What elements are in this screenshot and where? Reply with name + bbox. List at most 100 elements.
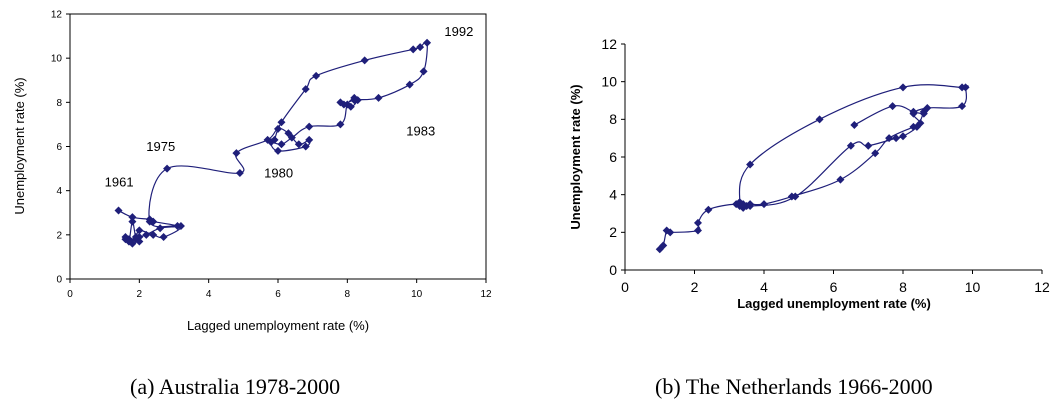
series-line-b — [659, 84, 969, 250]
data-point — [274, 124, 282, 133]
data-point — [145, 217, 154, 226]
y-tick-label: 2 — [56, 230, 62, 241]
y-tick-label: 6 — [56, 142, 62, 153]
year-annotation: 1980 — [264, 165, 293, 180]
y-tick-label: 2 — [609, 224, 617, 240]
y-tick-label: 0 — [56, 275, 62, 286]
year-annotation: 1983 — [406, 123, 435, 138]
data-point — [409, 45, 418, 54]
y-tick-label: 12 — [51, 10, 63, 21]
x-tick-label: 8 — [345, 289, 351, 300]
data-point — [301, 142, 310, 151]
data-point — [815, 115, 824, 124]
data-point — [360, 56, 369, 65]
y-ticks-b: 0 2 4 6 8 10 12 — [601, 36, 625, 278]
data-point — [374, 93, 383, 102]
caption-b: (b) The Netherlands 1966-2000 — [655, 374, 933, 399]
x-tick-label: 4 — [206, 289, 212, 300]
data-point — [301, 85, 310, 94]
data-point — [128, 217, 137, 226]
data-point — [912, 122, 921, 131]
data-point — [704, 205, 713, 214]
data-point — [336, 120, 345, 129]
x-tick-label: 2 — [137, 289, 143, 300]
data-point — [746, 160, 755, 169]
data-point — [159, 233, 168, 242]
y-ticks-a: 0 2 4 6 8 10 12 — [51, 10, 70, 286]
data-point — [850, 120, 859, 129]
x-tick-label: 6 — [275, 289, 281, 300]
data-point — [892, 134, 901, 143]
x-tick-label: 10 — [411, 289, 423, 300]
x-tick-label: 2 — [691, 279, 699, 295]
data-point — [274, 146, 282, 155]
y-tick-label: 0 — [609, 262, 617, 278]
y-tick-label: 8 — [56, 98, 62, 109]
year-annotation: 1992 — [444, 24, 473, 39]
y-tick-label: 12 — [601, 36, 617, 52]
data-point — [176, 222, 185, 230]
y-tick-label: 10 — [51, 54, 63, 65]
x-tick-label: 8 — [899, 279, 907, 295]
data-point — [662, 226, 671, 235]
y-tick-label: 6 — [609, 149, 617, 165]
data-point — [135, 226, 144, 235]
x-axis-label-a: Lagged unemployment rate (%) — [187, 318, 369, 333]
data-point — [416, 43, 425, 52]
x-ticks-a: 0 2 4 6 8 10 12 — [67, 279, 492, 300]
x-ticks-b: 0 2 4 6 8 10 12 — [621, 270, 1050, 295]
data-point — [899, 132, 907, 141]
data-point — [693, 218, 702, 227]
data-point — [659, 241, 668, 250]
data-point — [846, 141, 855, 150]
data-point — [419, 67, 428, 76]
x-tick-label: 12 — [1034, 279, 1050, 295]
data-point — [693, 226, 702, 235]
data-point — [305, 122, 314, 131]
data-point — [746, 201, 755, 210]
data-point — [885, 134, 894, 143]
data-point — [142, 230, 151, 239]
data-point — [235, 169, 244, 177]
data-point — [836, 175, 845, 184]
data-point — [149, 230, 158, 239]
y-tick-label: 4 — [609, 187, 617, 203]
year-annotation: 1961 — [105, 174, 134, 189]
data-point — [405, 80, 414, 89]
chart-netherlands: 0 2 4 6 8 10 12 0 2 4 6 8 10 12 Lagged unemployment … — [568, 36, 1050, 311]
year-annotation: 1975 — [146, 139, 175, 154]
caption-a: (a) Australia 1978-2000 — [130, 374, 341, 399]
data-point — [735, 198, 744, 207]
x-tick-label: 0 — [621, 279, 629, 295]
x-tick-label: 6 — [830, 279, 838, 295]
data-point — [899, 83, 907, 92]
y-tick-label: 8 — [609, 111, 617, 127]
data-point — [294, 140, 303, 149]
data-point — [760, 200, 768, 209]
data-point — [888, 102, 897, 111]
data-point — [114, 206, 123, 215]
data-point — [270, 135, 279, 144]
data-point — [339, 100, 348, 109]
data-point — [864, 141, 873, 150]
data-point — [919, 109, 928, 118]
x-tick-label: 12 — [480, 289, 492, 300]
data-point — [124, 237, 133, 246]
data-point — [958, 102, 967, 111]
y-axis-label-a: Unemployment rate (%) — [12, 77, 27, 214]
data-point — [350, 96, 359, 105]
data-point — [287, 133, 296, 142]
data-points-a — [114, 38, 432, 248]
annotations-a: 1961 1975 1980 1983 1992 — [105, 24, 474, 189]
chart-australia: 0 2 4 6 8 10 12 0 2 4 6 8 10 12 1961 1975 1980 1983 1992… — [12, 10, 492, 334]
data-point — [305, 135, 314, 144]
x-axis-label-b: Lagged unemployment rate (%) — [737, 296, 931, 311]
data-points-b — [655, 83, 970, 254]
y-tick-label: 4 — [56, 186, 62, 197]
data-point — [277, 118, 286, 127]
y-axis-label-b: Unemployment rate (%) — [568, 84, 583, 229]
x-tick-label: 4 — [760, 279, 768, 295]
data-point — [277, 140, 286, 149]
data-point — [958, 83, 967, 92]
data-point — [128, 213, 137, 222]
